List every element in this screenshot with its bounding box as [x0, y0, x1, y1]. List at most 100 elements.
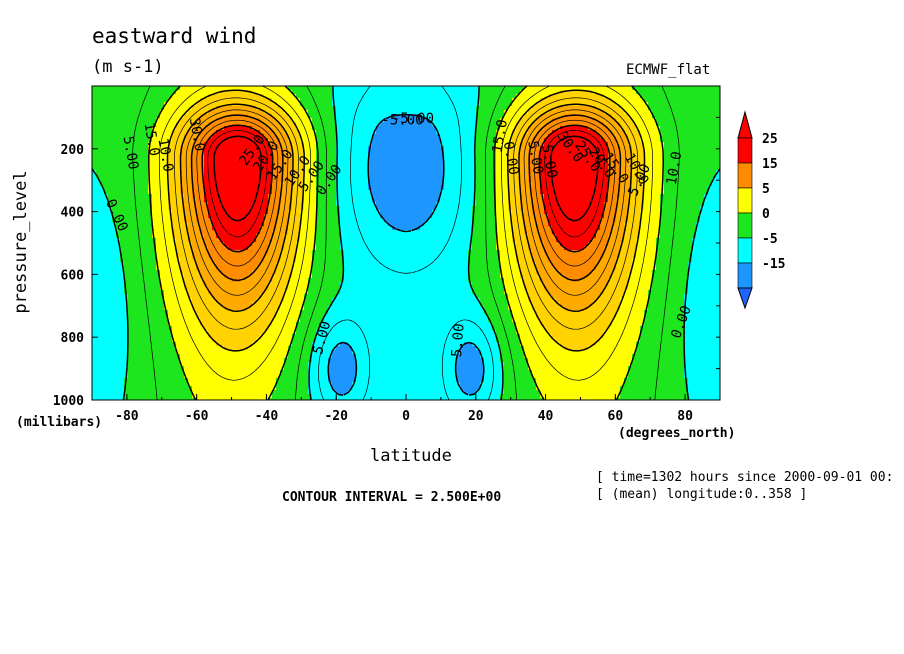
- field-cell: [296, 258, 301, 263]
- field-cell: [288, 298, 293, 303]
- field-cell: [308, 314, 313, 319]
- field-cell: [176, 246, 181, 251]
- field-cell: [276, 166, 281, 171]
- field-cell: [288, 166, 293, 171]
- field-cell: [184, 374, 189, 379]
- field-cell: [112, 294, 117, 299]
- field-cell: [264, 198, 269, 203]
- field-cell: [260, 370, 265, 375]
- field-cell: [192, 322, 197, 327]
- field-cell: [332, 170, 337, 175]
- field-cell: [312, 362, 317, 367]
- field-cell: [216, 186, 221, 191]
- field-cell: [96, 330, 101, 335]
- field-cell: [136, 306, 141, 311]
- field-cell: [336, 218, 341, 223]
- field-cell: [248, 98, 253, 103]
- field-cell: [104, 326, 109, 331]
- field-cell: [108, 230, 113, 235]
- field-cell: [220, 106, 225, 111]
- field-cell: [208, 314, 213, 319]
- field-cell: [100, 366, 105, 371]
- field-cell: [92, 134, 97, 139]
- field-cell: [220, 290, 225, 295]
- field-cell: [284, 366, 289, 371]
- field-cell: [176, 218, 181, 223]
- field-cell: [200, 226, 205, 231]
- field-cell: [204, 398, 209, 400]
- field-cell: [168, 254, 173, 259]
- field-cell: [224, 258, 229, 263]
- field-cell: [324, 290, 329, 295]
- field-cell: [252, 154, 257, 159]
- field-cell: [188, 362, 193, 367]
- field-cell: [244, 86, 249, 91]
- field-cell: [276, 350, 281, 355]
- field-cell: [292, 318, 297, 323]
- field-cell: [336, 222, 341, 227]
- field-cell: [144, 86, 149, 91]
- field-cell: [160, 342, 165, 347]
- field-cell: [136, 202, 141, 207]
- field-cell: [112, 138, 117, 143]
- field-cell: [320, 138, 325, 143]
- field-cell: [296, 206, 301, 211]
- field-cell: [316, 98, 321, 103]
- field-cell: [196, 382, 201, 387]
- field-cell: [100, 162, 105, 167]
- field-cell: [208, 142, 213, 147]
- field-cell: [284, 338, 289, 343]
- field-cell: [180, 342, 185, 347]
- field-cell: [300, 342, 305, 347]
- field-cell: [340, 234, 345, 239]
- field-cell: [220, 194, 225, 199]
- field-cell: [160, 338, 165, 343]
- field-cell: [216, 270, 221, 275]
- field-cell: [224, 398, 229, 400]
- field-cell: [96, 350, 101, 355]
- field-cell: [340, 166, 345, 171]
- field-cell: [244, 230, 249, 235]
- field-cell: [116, 282, 121, 287]
- field-cell: [208, 202, 213, 207]
- field-cell: [216, 306, 221, 311]
- field-cell: [296, 330, 301, 335]
- field-cell: [276, 170, 281, 175]
- field-cell: [164, 382, 169, 387]
- field-cell: [124, 130, 129, 135]
- field-cell: [228, 198, 233, 203]
- field-cell: [324, 318, 329, 323]
- field-cell: [328, 362, 333, 367]
- field-cell: [236, 210, 241, 215]
- field-cell: [212, 274, 217, 279]
- field-cell: [216, 130, 221, 135]
- field-cell: [320, 218, 325, 223]
- field-cell: [120, 190, 125, 195]
- field-cell: [280, 310, 285, 315]
- field-cell: [136, 290, 141, 295]
- field-cell: [236, 142, 241, 147]
- field-cell: [140, 158, 145, 163]
- field-cell: [300, 186, 305, 191]
- field-cell: [292, 314, 297, 319]
- field-cell: [128, 362, 133, 367]
- field-cell: [172, 250, 177, 255]
- field-cell: [284, 314, 289, 319]
- field-cell: [284, 158, 289, 163]
- field-cell: [296, 182, 301, 187]
- field-cell: [244, 218, 249, 223]
- field-cell: [144, 230, 149, 235]
- field-cell: [92, 338, 97, 343]
- field-cell: [120, 118, 125, 123]
- field-cell: [280, 102, 285, 107]
- field-cell: [148, 294, 153, 299]
- field-cell: [96, 242, 101, 247]
- field-cell: [92, 246, 97, 251]
- field-cell: [116, 350, 121, 355]
- field-cell: [272, 354, 277, 359]
- field-cell: [204, 270, 209, 275]
- field-cell: [184, 338, 189, 343]
- field-cell: [228, 106, 233, 111]
- field-cell: [120, 94, 125, 99]
- field-cell: [236, 98, 241, 103]
